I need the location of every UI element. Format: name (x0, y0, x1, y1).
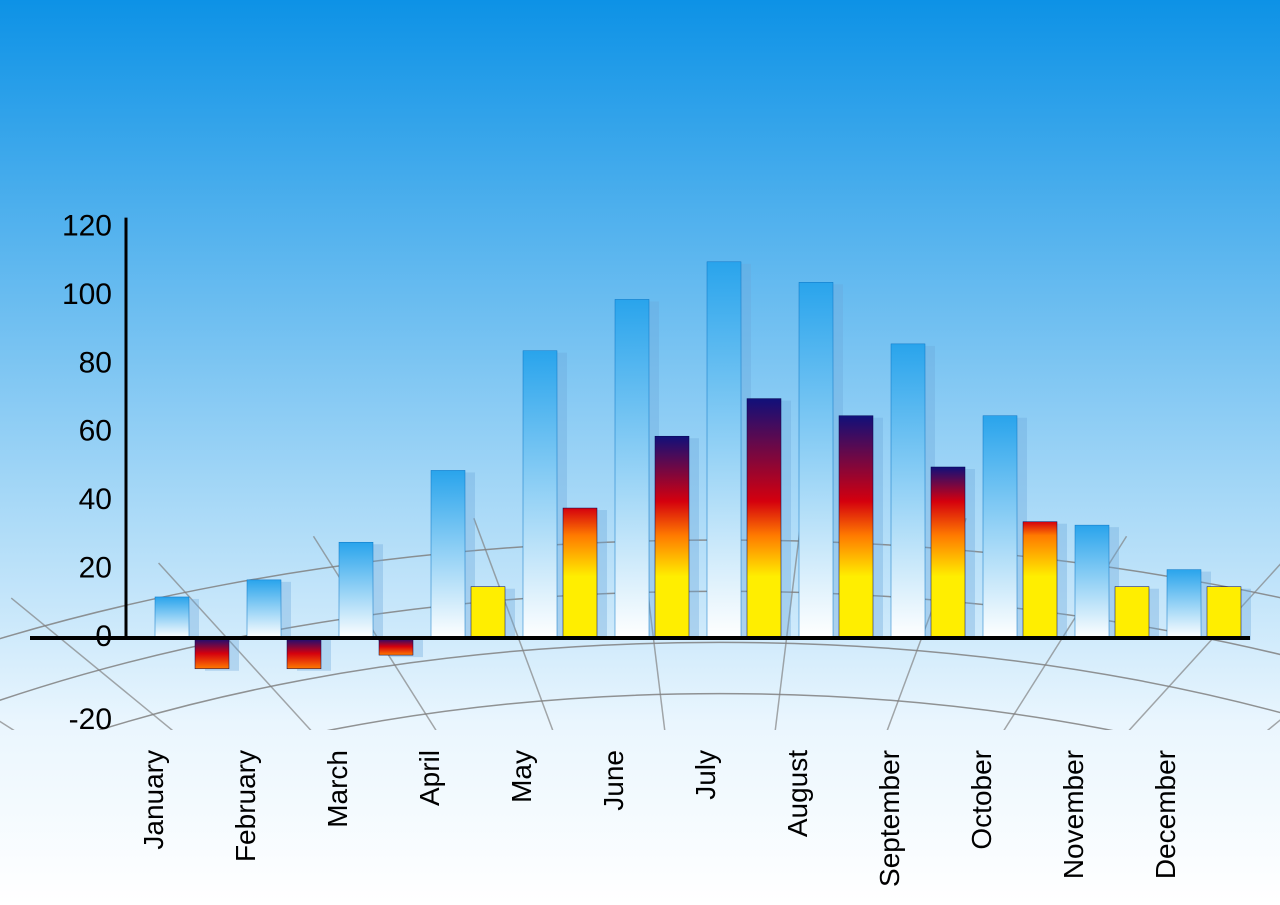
series1-bar (523, 351, 557, 638)
series1-bar (247, 580, 281, 638)
y-tick-label: -20 (69, 703, 112, 736)
series2-bar (195, 638, 229, 669)
y-tick-label: 60 (79, 415, 112, 448)
series1-bar (1075, 525, 1109, 638)
series1-bar (983, 416, 1017, 638)
series1-bar (155, 597, 189, 638)
series2-bar (1115, 587, 1149, 638)
x-category-label: August (782, 750, 813, 837)
series2-bar (1207, 587, 1241, 638)
series2-bar (839, 416, 873, 638)
series2-bar (471, 587, 505, 638)
x-category-label: March (322, 750, 353, 828)
x-category-label: April (414, 750, 445, 806)
series1-bar (615, 299, 649, 638)
series2-bar (563, 508, 597, 638)
x-category-label: January (138, 750, 169, 850)
x-category-label: October (966, 750, 997, 850)
series1-bar (339, 542, 373, 638)
y-tick-label: 100 (62, 278, 112, 311)
series2-bar (287, 638, 321, 669)
series1-bar (1167, 570, 1201, 638)
x-category-label: May (506, 750, 537, 803)
x-category-label: September (874, 750, 905, 887)
series2-bar (1023, 522, 1057, 638)
series1-bar (707, 262, 741, 638)
series1-bar (891, 344, 925, 638)
series2-bar (931, 467, 965, 638)
chart-canvas: -20 0 20 40 60 80 100 120 January February March A… (0, 0, 1280, 905)
y-tick-label: 20 (79, 552, 112, 585)
x-category-label: December (1150, 750, 1181, 879)
series1-bar (431, 470, 465, 638)
y-tick-label: 0 (95, 620, 112, 653)
x-category-label: November (1058, 750, 1089, 879)
series2-bar (747, 399, 781, 638)
series2-bar (379, 638, 413, 655)
y-tick-label: 120 (62, 210, 112, 243)
x-category-label: July (690, 750, 721, 800)
y-tick-label: 40 (79, 483, 112, 516)
monthly-bar-chart: { "chart": { "type": "bar", "canvas": { … (0, 0, 1280, 905)
series1-bar (799, 282, 833, 638)
y-tick-label: 80 (79, 346, 112, 379)
x-category-label: June (598, 750, 629, 811)
x-category-label: February (230, 750, 261, 862)
series2-bar (655, 436, 689, 638)
